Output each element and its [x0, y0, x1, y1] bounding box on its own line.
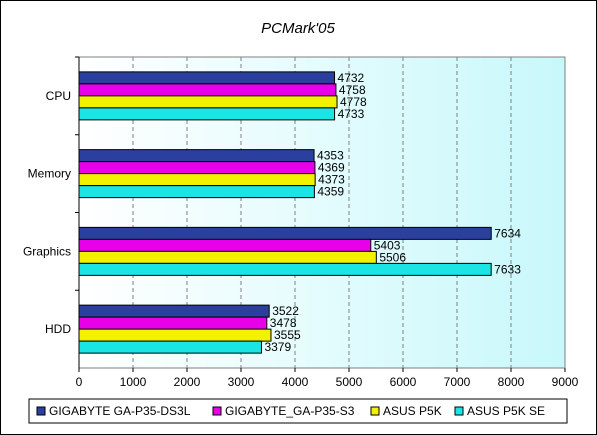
bar: [78, 107, 336, 121]
data-label: 3555: [274, 328, 301, 342]
legend-swatch: [36, 406, 46, 416]
data-label: 4353: [317, 149, 344, 163]
x-tick-label: 2000: [174, 375, 201, 389]
data-label: 4373: [318, 173, 345, 187]
data-label: 5403: [374, 238, 401, 252]
bar: [78, 161, 316, 175]
bar: [78, 316, 268, 330]
x-tick-label: 8000: [498, 375, 525, 389]
bar: [78, 95, 338, 109]
data-label: 4733: [338, 107, 365, 121]
bar: [78, 328, 272, 342]
bar: [78, 340, 262, 354]
data-label: 4732: [338, 71, 365, 85]
bar: [78, 185, 315, 199]
category-labels: CPU Memory Graphics HDD: [23, 56, 79, 336]
x-tick-label: 6000: [390, 375, 417, 389]
legend-swatch: [454, 406, 464, 416]
legend-label: GIGABYTE GA-P35-DS3L: [49, 404, 191, 418]
bars: [78, 71, 492, 354]
data-label: 3522: [272, 304, 299, 318]
bar: [78, 71, 336, 85]
bar: [78, 250, 377, 264]
x-tick-label: 9000: [552, 375, 579, 389]
legend-label: GIGABYTE_GA-P35-S3: [225, 404, 355, 418]
x-tick-label: 1000: [120, 375, 147, 389]
legend-swatch: [212, 406, 222, 416]
x-tick-label: 5000: [336, 375, 363, 389]
data-label: 4369: [318, 161, 345, 175]
category-label: CPU: [46, 89, 71, 103]
bar: [78, 226, 492, 240]
bar: [78, 262, 492, 276]
legend: GIGABYTE GA-P35-DS3L GIGABYTE_GA-P35-S3 AS…: [28, 398, 568, 424]
legend-box: [28, 398, 568, 424]
x-axis-ticks: 0 1000 2000 3000 4000 5000 6000 7000 8000 9000: [76, 368, 579, 389]
category-label: Memory: [28, 167, 71, 181]
category-label: HDD: [45, 322, 71, 336]
data-label: 4359: [317, 185, 344, 199]
x-tick-label: 7000: [444, 375, 471, 389]
x-tick-label: 4000: [282, 375, 309, 389]
data-label: 4758: [339, 83, 366, 97]
data-label: 3478: [270, 316, 297, 330]
bar: [78, 173, 316, 187]
bar: [78, 83, 337, 97]
legend-label: ASUS P5K SE: [467, 404, 545, 418]
legend-swatch: [370, 406, 380, 416]
data-label: 3379: [264, 340, 291, 354]
bar: [78, 149, 315, 163]
data-label: 7634: [494, 226, 521, 240]
category-label: Graphics: [23, 244, 71, 258]
x-tick-label: 0: [76, 375, 83, 389]
legend-label: ASUS P5K: [383, 404, 442, 418]
chart-title: PCMark'05: [261, 20, 335, 37]
data-label: 7633: [494, 262, 521, 276]
data-label: 5506: [379, 250, 406, 264]
x-tick-label: 3000: [228, 375, 255, 389]
data-label: 4778: [340, 95, 367, 109]
bar: [78, 304, 270, 318]
bar: [78, 238, 372, 252]
